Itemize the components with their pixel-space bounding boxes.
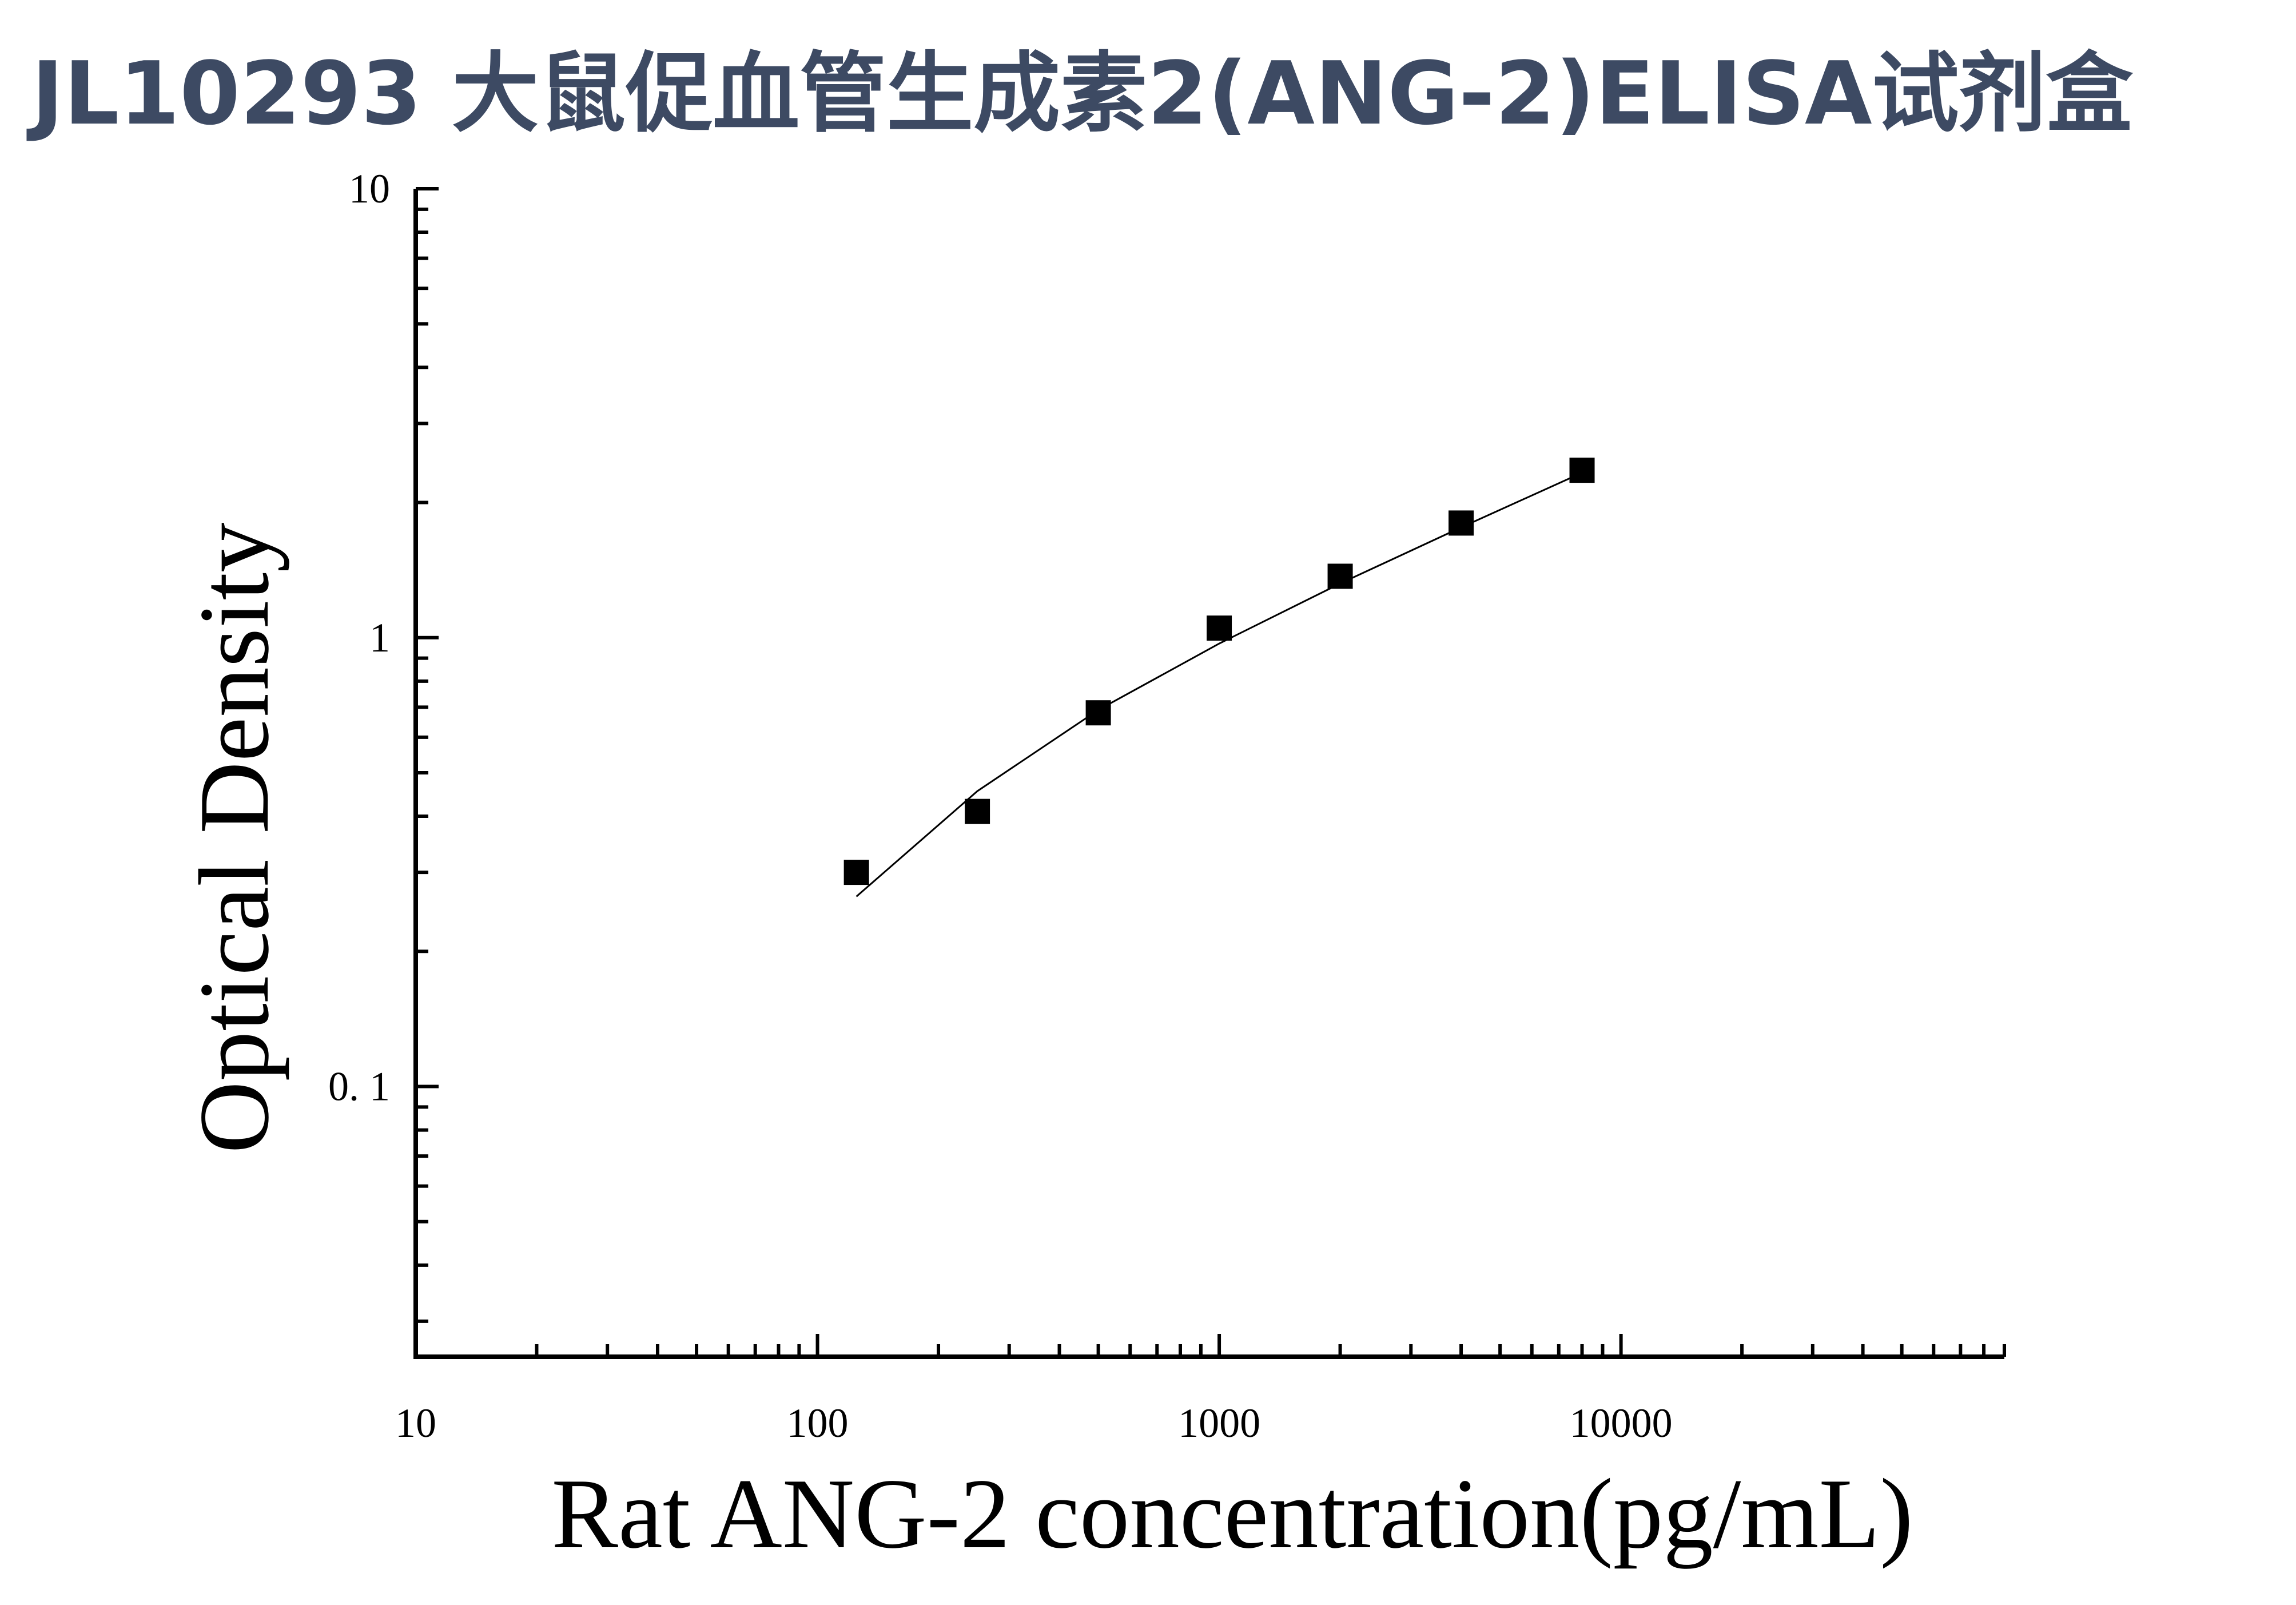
data-point bbox=[1449, 510, 1474, 535]
x-tick-label: 10 bbox=[395, 1400, 436, 1446]
data-point bbox=[965, 799, 990, 824]
data-point bbox=[1207, 615, 1232, 641]
y-tick-label: 0. 1 bbox=[328, 1064, 390, 1110]
x-tick-label: 10000 bbox=[1570, 1400, 1673, 1446]
data-points bbox=[844, 458, 1595, 885]
y-axis-title: Optical Density bbox=[178, 522, 289, 1153]
fit-curve bbox=[857, 473, 1582, 897]
data-point bbox=[844, 860, 869, 885]
data-point bbox=[1328, 563, 1353, 589]
y-tick-label: 1 bbox=[369, 615, 390, 661]
fit-curve-group bbox=[857, 473, 1582, 897]
x-tick-label: 1000 bbox=[1178, 1400, 1260, 1446]
x-tick-label: 100 bbox=[787, 1400, 849, 1446]
data-point bbox=[1570, 458, 1595, 483]
data-point bbox=[1086, 700, 1111, 725]
axes: 10 100 1000 10000 0. 1 1 10 bbox=[328, 166, 2004, 1446]
x-axis-title: Rat ANG-2 concentration(pg/mL) bbox=[551, 1458, 1913, 1569]
y-tick-label: 10 bbox=[349, 166, 390, 212]
